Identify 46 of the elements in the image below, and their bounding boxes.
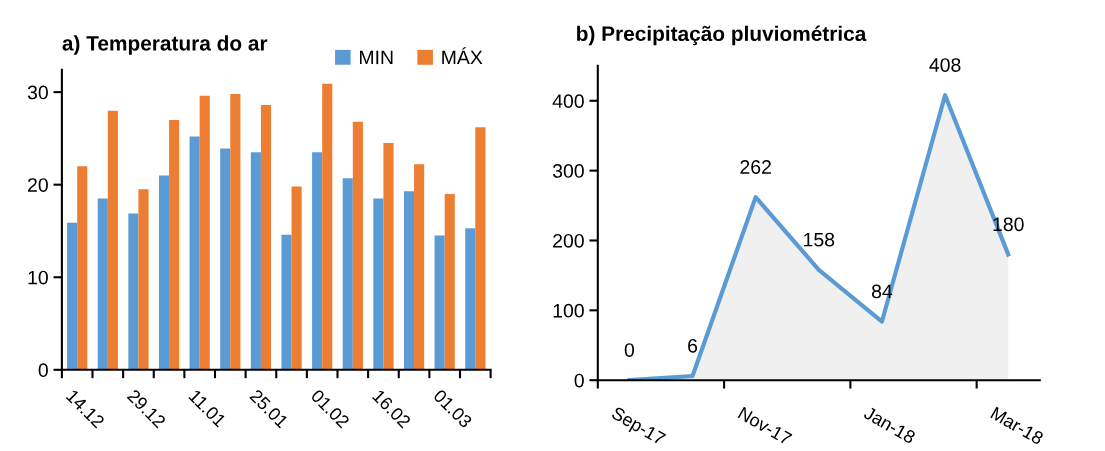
- bar: [260, 105, 272, 370]
- data-label: 408: [929, 58, 961, 72]
- bar: [383, 143, 394, 370]
- y-tick-label: 10: [28, 270, 48, 285]
- bar: [250, 152, 261, 370]
- chart-title: b) Precipitação pluviométrica: [577, 25, 867, 46]
- bar: [434, 235, 445, 370]
- data-label: 6: [688, 338, 698, 353]
- bar: [97, 198, 108, 370]
- bar: [342, 178, 353, 370]
- bar: [403, 191, 415, 370]
- data-label: 158: [804, 232, 835, 247]
- chart-title: a) Temperatura do ar: [62, 35, 268, 55]
- bar: [77, 166, 88, 370]
- legend-label: MIN: [359, 50, 393, 65]
- bar: [444, 193, 455, 370]
- y-tick-label: 0: [574, 373, 584, 388]
- y-tick-label: 20: [28, 178, 48, 192]
- bar: [158, 175, 170, 370]
- legend-label: MÁX: [442, 47, 483, 65]
- bar: [312, 152, 323, 370]
- y-tick-label: 0: [38, 363, 48, 378]
- bar: [138, 189, 149, 370]
- bar: [475, 127, 486, 370]
- bar: [230, 93, 241, 370]
- bar: [373, 198, 384, 370]
- bar: [352, 121, 363, 370]
- bar: [107, 110, 118, 370]
- bar: [465, 228, 476, 370]
- bar: [189, 136, 200, 370]
- bar: [169, 119, 180, 370]
- y-tick-label: 300: [552, 164, 584, 178]
- y-tick-label: 30: [27, 85, 48, 100]
- bar: [414, 164, 425, 370]
- data-label: 262: [740, 160, 771, 174]
- bar: [199, 95, 210, 370]
- bar: [322, 83, 333, 370]
- y-tick-label: 200: [553, 233, 584, 248]
- bar: [291, 186, 302, 370]
- data-label: 0: [624, 343, 635, 357]
- bar: [128, 213, 139, 370]
- bar: [220, 148, 231, 370]
- y-tick-label: 400: [552, 94, 584, 109]
- bar: [67, 222, 78, 370]
- y-tick-label: 100: [553, 303, 584, 318]
- bar: [281, 234, 292, 370]
